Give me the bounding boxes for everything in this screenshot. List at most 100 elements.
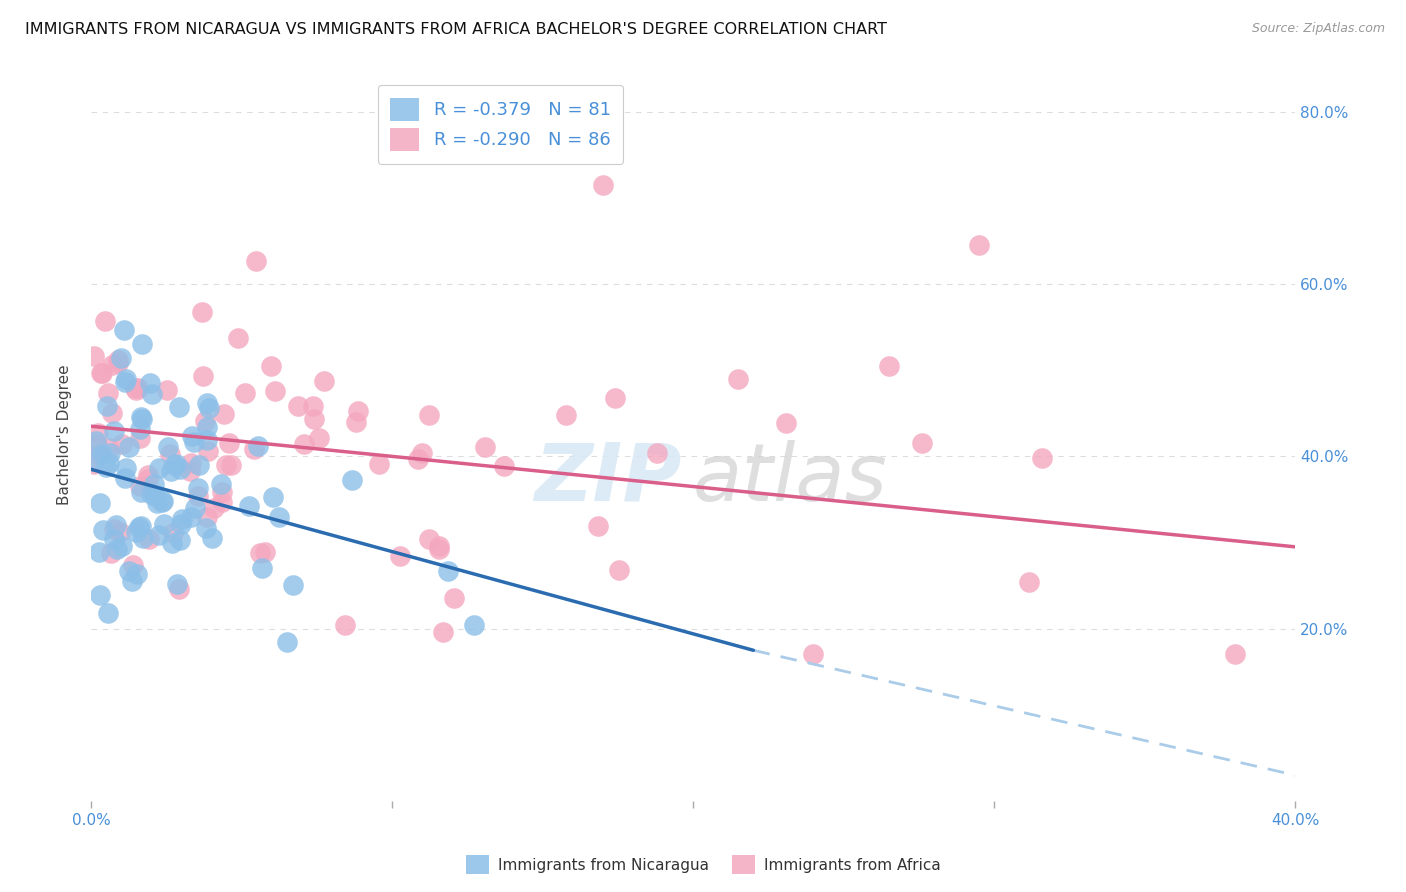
Point [219,458,242,472]
Point [89,447,111,461]
Point [226,331,249,345]
Point [145,489,167,503]
Point [108,524,131,539]
Point [1031,451,1053,466]
Point [308,431,330,445]
Point [197,444,219,458]
Point [91,447,114,461]
Point [292,437,315,451]
Point [139,376,162,391]
Point [97,606,120,620]
Point [427,542,450,557]
Point [194,414,217,428]
Point [184,500,207,515]
Point [406,452,429,467]
Point [115,460,138,475]
Point [150,494,173,508]
Point [97,385,120,400]
Y-axis label: Bachelor's Degree: Bachelor's Degree [58,365,72,505]
Point [169,400,191,414]
Point [105,542,128,557]
Point [463,617,485,632]
Point [276,635,298,649]
Point [204,501,226,516]
Point [801,647,824,661]
Point [125,567,148,582]
Point [218,435,240,450]
Point [110,351,132,366]
Point [264,384,287,398]
Point [333,618,356,632]
Point [340,474,363,488]
Point [91,523,114,537]
Point [170,516,193,531]
Point [96,399,118,413]
Point [122,558,145,572]
Point [98,456,121,470]
Point [245,254,267,268]
Point [194,521,217,535]
Point [494,459,516,474]
Point [114,471,136,485]
Point [152,493,174,508]
Point [187,489,209,503]
Point [107,356,129,370]
Point [128,520,150,534]
Point [86,438,108,452]
Point [346,404,368,418]
Point [100,446,122,460]
Point [163,458,186,472]
Point [262,491,284,505]
Point [167,582,190,596]
Point [607,563,630,577]
Point [212,407,235,421]
Point [911,435,934,450]
Point [129,519,152,533]
Text: Source: ZipAtlas.com: Source: ZipAtlas.com [1251,22,1385,36]
Point [443,591,465,606]
Point [165,458,187,472]
Point [249,546,271,560]
Point [427,540,450,554]
Point [243,442,266,457]
Point [169,462,191,476]
Point [105,518,128,533]
Point [127,381,149,395]
Point [592,178,614,192]
Point [180,456,202,470]
Point [283,578,305,592]
Point [246,439,269,453]
Point [1018,574,1040,589]
Point [131,411,153,425]
Point [141,386,163,401]
Point [128,422,150,436]
Point [233,385,256,400]
Point [312,374,335,388]
Point [344,415,367,429]
Point [89,496,111,510]
Point [111,437,134,451]
Point [775,416,797,430]
Point [287,399,309,413]
Point [389,549,412,563]
Point [136,473,159,487]
Text: ZIP: ZIP [534,440,681,517]
Point [87,545,110,559]
Point [129,410,152,425]
Point [129,478,152,492]
Point [90,367,112,381]
Point [97,441,120,455]
Point [114,375,136,389]
Point [187,481,209,495]
Point [129,484,152,499]
Point [195,434,218,448]
Point [967,238,990,252]
Point [209,477,232,491]
Point [304,412,326,426]
Point [269,509,291,524]
Point [411,446,433,460]
Point [100,545,122,559]
Point [146,495,169,509]
Point [211,485,233,500]
Point [191,369,214,384]
